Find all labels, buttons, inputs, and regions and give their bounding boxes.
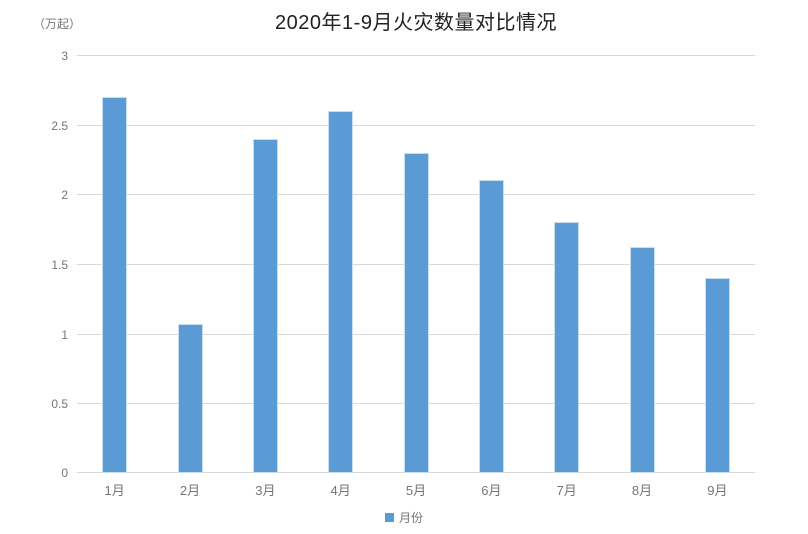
x-axis-label: 5月 [405,483,427,498]
gridline [77,125,755,126]
bar-9月 [705,278,730,473]
y-axis: 0 0.5 1 1.5 2 2.5 3 [0,50,68,479]
x-axis-label: 7月 [556,483,577,498]
plot-area [77,55,755,473]
bar-1月 [102,97,127,473]
y-tick-label: 0.5 [51,397,68,411]
y-axis-unit-label: （万起） [33,17,82,31]
legend: 月份 [0,509,808,526]
y-tick-label: 1 [61,328,68,342]
x-axis: 1月 2月 3月 4月 5月 6月 7月 8月 9月 [77,480,755,498]
bar-8月 [630,247,655,473]
legend-marker-icon [384,513,394,522]
bar-3月 [253,139,278,473]
y-tick-label: 2 [61,188,68,202]
y-tick-label: 2.5 [51,119,68,133]
bar-7月 [554,222,579,473]
legend-series-label: 月份 [398,511,423,525]
x-axis-label: 3月 [255,483,276,498]
bar-4月 [328,111,353,473]
y-tick-label: 0 [61,466,68,480]
x-axis-label: 1月 [104,483,125,498]
bar-6月 [479,180,504,473]
x-axis-label: 6月 [481,483,502,498]
x-axis-label: 2月 [179,483,201,498]
gridline [77,55,755,56]
chart-title: 2020年1-9月火灾数量对比情况 [275,12,557,34]
bar-5月 [404,153,429,473]
x-axis-label: 4月 [330,483,351,498]
bar-2月 [178,324,203,473]
y-tick-label: 1.5 [51,258,68,272]
x-axis-label: 8月 [631,483,653,498]
x-axis-label: 9月 [707,483,728,498]
y-tick-label: 3 [61,49,68,63]
